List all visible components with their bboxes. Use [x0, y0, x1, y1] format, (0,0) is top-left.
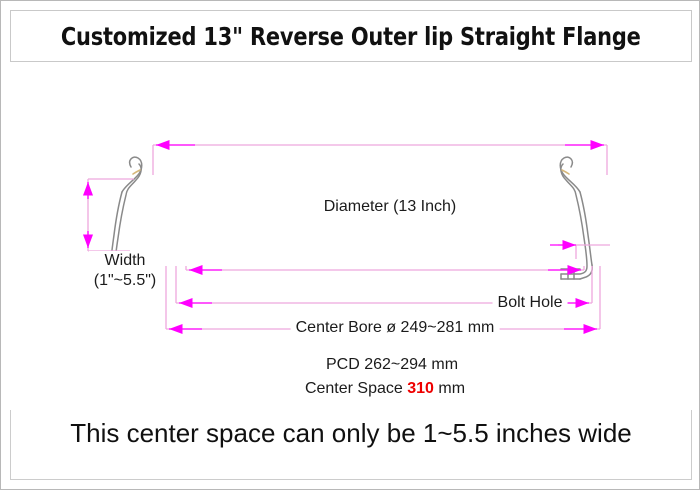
title-box: Customized 13" Reverse Outer lip Straigh… — [10, 10, 692, 62]
dimension-label-center-space: Center Space 310 mm — [299, 380, 471, 398]
callout-bolt-hole-leader — [558, 244, 610, 259]
center-space-prefix: Center Space — [304, 380, 408, 397]
dimension-label-pcd: PCD 262~294 mm — [320, 356, 464, 374]
callout-label-bolt-hole: Bolt Hole — [492, 294, 568, 312]
page-title: Customized 13" Reverse Outer lip Straigh… — [61, 21, 641, 51]
dimension-label-diameter: Diameter (13 Inch) — [318, 198, 462, 216]
dimension-label-width-line1: Width — [104, 252, 146, 269]
dimension-label-width-line2: (1"~5.5") — [93, 272, 157, 290]
dimension-label-width: Width (1"~5.5") — [88, 251, 162, 292]
technical-drawing: Diameter (13 Inch) Width (1"~5.5") Cente… — [10, 63, 692, 410]
dimension-label-center-bore: Center Bore ø 249~281 mm — [290, 319, 500, 337]
center-space-suffix: mm — [433, 380, 466, 397]
center-space-value: 310 — [407, 380, 434, 397]
dimension-center-bore — [185, 266, 585, 271]
caption-box: This center space can only be 1~5.5 inch… — [10, 410, 692, 480]
dimension-diameter — [152, 144, 608, 175]
right-rim-profile — [559, 156, 593, 280]
left-rim-highlight — [132, 169, 141, 175]
caption-text: This center space can only be 1~5.5 inch… — [70, 418, 632, 448]
right-rim-highlight — [561, 169, 570, 175]
